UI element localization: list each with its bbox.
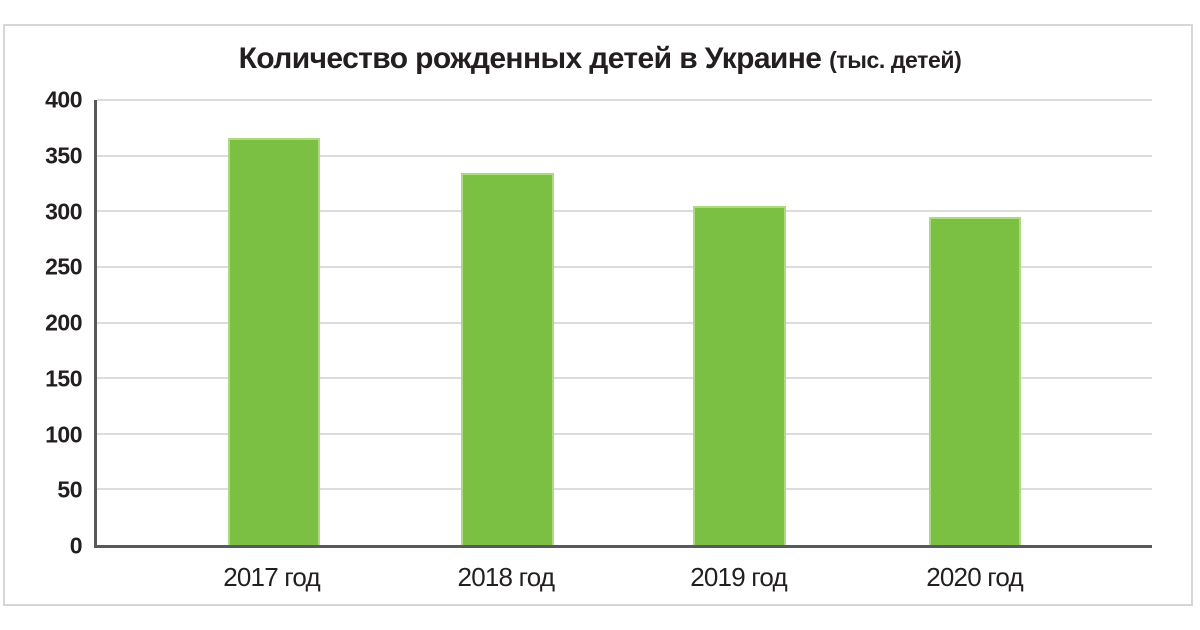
x-axis-labels: 2017 год 2018 год 2019 год 2020 год xyxy=(94,560,1152,600)
y-tick-label: 100 xyxy=(45,421,82,447)
x-tick-label: 2018 год xyxy=(457,562,555,592)
y-tick-label: 50 xyxy=(57,476,82,503)
y-tick-label: 300 xyxy=(45,198,82,224)
bar xyxy=(227,137,321,545)
bar xyxy=(693,205,787,545)
gridline xyxy=(97,99,1152,101)
x-tick-label: 2017 год xyxy=(223,562,320,592)
y-tick-label: 200 xyxy=(45,309,82,336)
gridline xyxy=(97,265,1152,268)
gridline xyxy=(97,210,1152,213)
y-tick-label: 250 xyxy=(45,253,82,280)
chart-title-unit: (тыс. детей) xyxy=(829,47,962,73)
chart-title-main: Количество рожденных детей в Украине xyxy=(238,42,822,75)
gridline xyxy=(97,377,1152,380)
gridline xyxy=(97,154,1152,157)
y-tick-label: 0 xyxy=(69,532,83,559)
y-axis-labels: 0 50 100 150 200 250 300 350 400 xyxy=(0,88,82,557)
gridline xyxy=(97,432,1152,435)
bar xyxy=(928,216,1022,545)
gridline xyxy=(97,488,1152,491)
y-tick-label: 400 xyxy=(45,86,82,113)
gridline xyxy=(97,321,1152,324)
y-tick-label: 150 xyxy=(45,365,82,392)
plot-area xyxy=(94,99,1152,548)
x-tick-label: 2020 год xyxy=(926,562,1023,592)
y-tick-label: 350 xyxy=(45,142,82,169)
x-tick-label: 2019 год xyxy=(690,562,787,592)
bar xyxy=(461,173,555,545)
chart-title: Количество рожденных детей в Украине (ты… xyxy=(0,42,1200,76)
